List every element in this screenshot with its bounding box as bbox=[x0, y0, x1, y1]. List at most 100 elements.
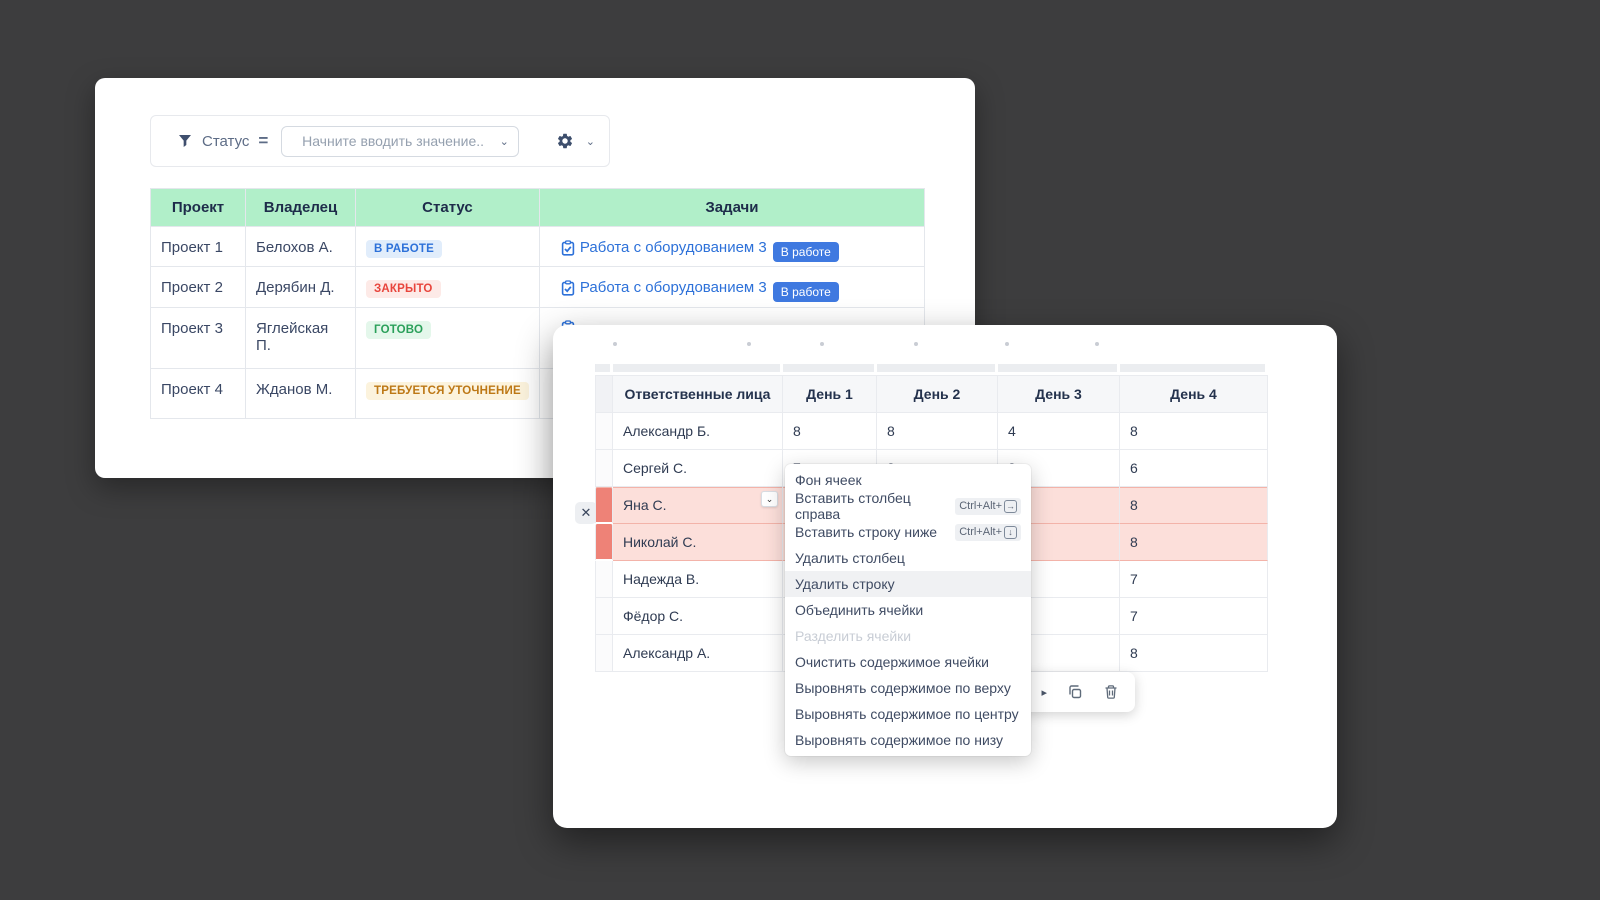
cell-dropdown-button[interactable]: ⌄ bbox=[761, 491, 778, 507]
arrow-down-key-icon: ↓ bbox=[1004, 525, 1017, 539]
chevron-down-icon: ⌄ bbox=[499, 135, 509, 148]
menu-item-delete-column[interactable]: Удалить столбец bbox=[785, 545, 1031, 571]
column-header-day1[interactable]: День 1 bbox=[783, 375, 877, 413]
column-header-tasks: Задачи bbox=[538, 188, 925, 227]
shortcut-badge: Ctrl+Alt+ → bbox=[955, 497, 1021, 515]
name-cell[interactable]: Александр А. bbox=[613, 635, 783, 672]
menu-item-cell-background[interactable]: Фон ячеек bbox=[785, 467, 1031, 493]
filter-funnel-icon bbox=[177, 133, 193, 149]
project-cell: Проект 2 bbox=[150, 266, 246, 308]
column-handle-dot bbox=[820, 342, 824, 346]
status-cell: ТРЕБУЕТСЯ УТОЧНЕНИЕ bbox=[355, 368, 540, 419]
task-link-label: Работа с оборудованием 3 bbox=[579, 239, 767, 256]
menu-item-label: Фон ячеек bbox=[795, 472, 862, 488]
column-handle[interactable] bbox=[877, 364, 998, 372]
row-handle-selected[interactable] bbox=[595, 524, 613, 561]
project-cell: Проект 4 bbox=[150, 368, 246, 419]
value-cell[interactable]: 8 bbox=[783, 413, 877, 450]
table-row: Проект 2 Дерябин Д. ЗАКРЫТО Работа с обо… bbox=[150, 266, 925, 308]
column-handle-dot bbox=[1095, 342, 1099, 346]
owner-cell: Белохов А. bbox=[245, 226, 356, 267]
table-row: Проект 1 Белохов А. В РАБОТЕ Работа с об… bbox=[150, 226, 925, 267]
value-cell[interactable]: 8 bbox=[1120, 413, 1268, 450]
column-header-people[interactable]: Ответственные лица bbox=[613, 375, 783, 413]
value-cell[interactable]: 8 bbox=[877, 413, 998, 450]
column-header-day4[interactable]: День 4 bbox=[1120, 375, 1268, 413]
name-cell-label: Яна С. bbox=[623, 497, 667, 513]
owner-cell: Дерябин Д. bbox=[245, 266, 356, 308]
column-handle[interactable] bbox=[1120, 364, 1268, 372]
table-header-row: Проект Владелец Статус Задачи bbox=[150, 188, 925, 227]
row-handle[interactable] bbox=[595, 413, 613, 450]
filter-operator: = bbox=[258, 131, 269, 150]
shortcut-text: Ctrl+Alt+ bbox=[959, 526, 1002, 538]
column-header-project: Проект bbox=[150, 188, 246, 227]
row-handle-selected[interactable] bbox=[595, 487, 613, 524]
row-handle[interactable] bbox=[595, 635, 613, 672]
column-handle-dot bbox=[914, 342, 918, 346]
menu-item-merge-cells[interactable]: Объединить ячейки bbox=[785, 597, 1031, 623]
task-link[interactable]: Работа с оборудованием 3 bbox=[560, 239, 767, 256]
column-header-day3[interactable]: День 3 bbox=[998, 375, 1120, 413]
copy-icon[interactable] bbox=[1067, 684, 1083, 700]
task-link[interactable]: Работа с оборудованием 3 bbox=[560, 279, 767, 296]
chevron-down-icon[interactable]: ⌄ bbox=[585, 135, 595, 148]
menu-item-label: Вставить строку ниже bbox=[795, 524, 938, 540]
name-cell[interactable]: Надежда В. bbox=[613, 561, 783, 598]
status-cell: В РАБОТЕ bbox=[355, 226, 540, 267]
sheet-header-row: Ответственные лица День 1 День 2 День 3 … bbox=[595, 375, 1268, 413]
menu-item-label: Выровнять содержимое по верху bbox=[795, 680, 1011, 696]
name-cell[interactable]: Фёдор С. bbox=[613, 598, 783, 635]
expand-arrow-icon[interactable]: ▸ bbox=[1041, 686, 1047, 699]
column-header-day2[interactable]: День 2 bbox=[877, 375, 998, 413]
row-handle[interactable] bbox=[595, 598, 613, 635]
status-cell: ГОТОВО bbox=[355, 307, 540, 369]
status-badge: ЗАКРЫТО bbox=[366, 280, 441, 298]
menu-item-align-bottom[interactable]: Выровнять содержимое по низу bbox=[785, 727, 1031, 753]
name-cell[interactable]: Яна С. ⌄ bbox=[613, 487, 783, 524]
menu-item-label: Очистить содержимое ячейки bbox=[795, 654, 989, 670]
column-handle[interactable] bbox=[783, 364, 877, 372]
menu-item-label: Удалить строку bbox=[795, 576, 895, 592]
project-cell: Проект 1 bbox=[150, 226, 246, 267]
trash-icon[interactable] bbox=[1103, 684, 1119, 700]
filter-bar: Статус = Начните вводить значение.. ⌄ ⌄ bbox=[150, 115, 610, 167]
filter-value-select[interactable]: Начните вводить значение.. ⌄ bbox=[281, 125, 519, 157]
name-cell[interactable]: Сергей С. bbox=[613, 450, 783, 487]
value-cell[interactable]: 4 bbox=[998, 413, 1120, 450]
column-handle[interactable] bbox=[998, 364, 1120, 372]
menu-item-delete-row[interactable]: Удалить строку bbox=[785, 571, 1031, 597]
column-handle[interactable] bbox=[613, 364, 783, 372]
value-cell[interactable]: 8 bbox=[1120, 524, 1268, 561]
row-handle[interactable] bbox=[595, 561, 613, 598]
name-cell[interactable]: Александр Б. bbox=[613, 413, 783, 450]
shortcut-badge: Ctrl+Alt+ ↓ bbox=[955, 523, 1021, 541]
status-badge: ТРЕБУЕТСЯ УТОЧНЕНИЕ bbox=[366, 382, 529, 400]
menu-item-insert-row-below[interactable]: Вставить строку ниже Ctrl+Alt+ ↓ bbox=[785, 519, 1031, 545]
menu-item-align-center[interactable]: Выровнять содержимое по центру bbox=[785, 701, 1031, 727]
menu-item-split-cells: Разделить ячейки bbox=[785, 623, 1031, 649]
menu-item-align-top[interactable]: Выровнять содержимое по верху bbox=[785, 675, 1031, 701]
close-icon: ✕ bbox=[580, 505, 592, 520]
column-handle-dot bbox=[747, 342, 751, 346]
row-handle[interactable] bbox=[595, 450, 613, 487]
tasks-cell: Работа с оборудованием 3 В работе bbox=[538, 226, 925, 267]
value-cell[interactable]: 7 bbox=[1120, 561, 1268, 598]
value-cell[interactable]: 8 bbox=[1120, 487, 1268, 524]
menu-item-insert-column-right[interactable]: Вставить столбец справа Ctrl+Alt+ → bbox=[785, 490, 1031, 522]
value-cell[interactable]: 8 bbox=[1120, 635, 1268, 672]
menu-item-label: Объединить ячейки bbox=[795, 602, 924, 618]
column-header-owner: Владелец bbox=[245, 188, 356, 227]
settings-gear-icon[interactable] bbox=[556, 132, 574, 150]
menu-item-label: Выровнять содержимое по центру bbox=[795, 706, 1019, 722]
corner-cell bbox=[595, 375, 613, 413]
column-header-status: Статус bbox=[355, 188, 540, 227]
value-cell[interactable]: 6 bbox=[1120, 450, 1268, 487]
clear-selection-button[interactable]: ✕ bbox=[575, 502, 597, 524]
name-cell[interactable]: Николай С. bbox=[613, 524, 783, 561]
value-cell[interactable]: 7 bbox=[1120, 598, 1268, 635]
task-status-badge: В работе bbox=[772, 281, 839, 302]
column-handle-dot bbox=[1005, 342, 1009, 346]
menu-item-clear-cell-content[interactable]: Очистить содержимое ячейки bbox=[785, 649, 1031, 675]
column-handle[interactable] bbox=[595, 364, 613, 372]
